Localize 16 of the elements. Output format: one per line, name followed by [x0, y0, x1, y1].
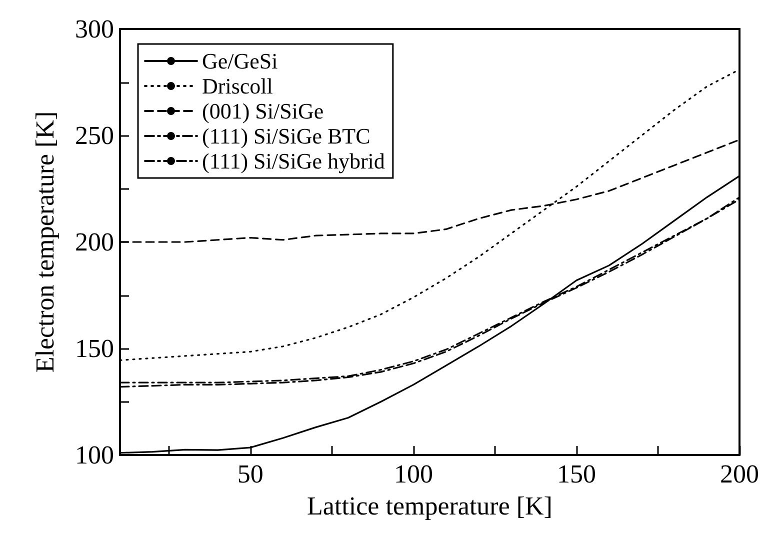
legend-label: (001) Si/SiGe	[202, 98, 324, 124]
y-axis-title: Electron temperature [K]	[30, 111, 60, 373]
legend-label: (111) Si/SiGe BTC	[202, 124, 370, 148]
y-tick-label: 200	[75, 228, 114, 256]
legend-label: Driscoll	[202, 74, 273, 98]
y-tick-label: 100	[75, 440, 114, 470]
x-tick-label: 200	[720, 460, 759, 488]
legend-label: (111) Si/SiGe hybrid	[202, 148, 385, 174]
x-tick-label: 50	[237, 460, 264, 488]
y-tick-label: 250	[75, 121, 114, 150]
x-tick-label: 100	[394, 460, 433, 488]
x-tick-label: 150	[556, 460, 596, 488]
x-axis-title: Lattice temperature [K]	[307, 492, 552, 520]
y-tick-label: 300	[75, 14, 114, 44]
y-tick-label: 150	[75, 334, 114, 363]
legend-label: Ge/GeSi	[202, 48, 278, 74]
